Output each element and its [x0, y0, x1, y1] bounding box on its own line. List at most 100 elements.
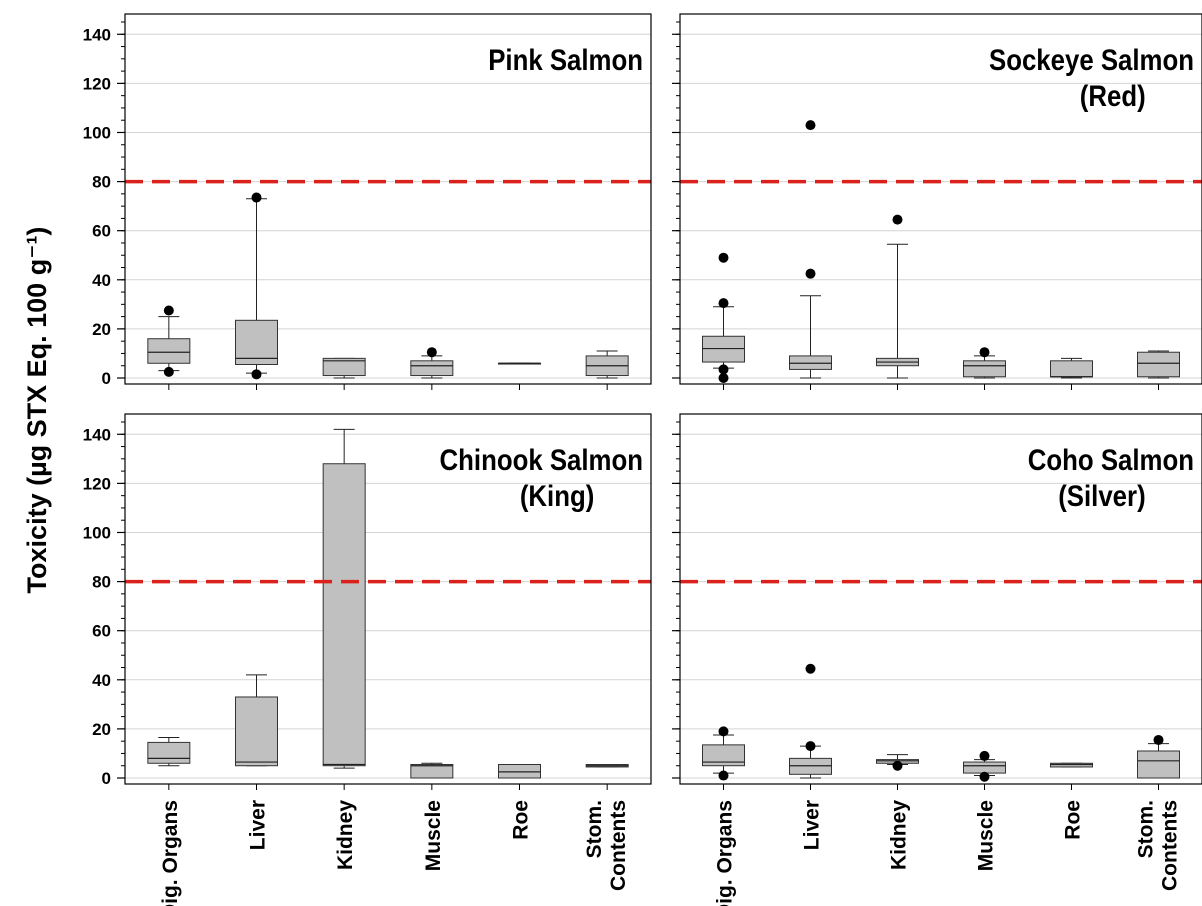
panel-frame	[679, 13, 1202, 385]
box-stom-contents	[1137, 734, 1180, 779]
y-tick-label: 80	[92, 173, 111, 192]
x-category-label: Liver	[247, 800, 270, 850]
outlier-point	[426, 347, 437, 358]
outlier-point	[892, 760, 903, 771]
box-roe	[1050, 762, 1093, 768]
box-iqr	[1137, 750, 1180, 779]
box-liver	[789, 663, 832, 779]
y-tick-label: 40	[92, 271, 111, 290]
outlier-point	[718, 770, 729, 781]
box-stom-contents	[1137, 350, 1180, 379]
box-roe	[498, 362, 541, 365]
x-category-label: Stom.Contents	[1135, 800, 1182, 891]
box-roe	[498, 763, 541, 779]
panel-title: Coho Salmon (Silver)	[1028, 443, 1194, 512]
box-dig-organs	[147, 305, 191, 377]
y-tick-label: 0	[102, 769, 111, 788]
panel-2: Sockeye Salmon (Red)	[672, 13, 1202, 390]
box-roe	[1050, 357, 1093, 379]
outlier-point	[979, 347, 990, 358]
box-iqr	[147, 338, 191, 364]
outlier-point	[1153, 734, 1164, 745]
y-tick-label: 120	[83, 474, 111, 493]
box-dig-organs	[147, 736, 191, 767]
chart-panels: 0 20 40 60 80 100 120 140 Pink Salmon Sockeye Sal…	[83, 13, 1202, 906]
y-tick-label: 20	[92, 720, 111, 739]
outlier-point	[718, 373, 729, 383]
x-category-label: Liver	[801, 800, 824, 850]
box-iqr	[235, 696, 278, 767]
y-tick-label: 140	[83, 25, 111, 44]
box-muscle	[963, 750, 1006, 782]
outlier-point	[805, 663, 816, 674]
box-iqr	[963, 360, 1006, 378]
box-dig-organs	[702, 726, 745, 781]
box-iqr	[963, 761, 1006, 774]
y-axis-title: Toxicity (µg STX Eq. 100 g⁻¹)	[22, 227, 52, 594]
x-category-label: Dig. Organs	[714, 800, 737, 906]
x-category-label: Kidney	[888, 800, 911, 870]
x-category-label: Roe	[1062, 800, 1085, 840]
outlier-point	[805, 741, 816, 752]
panel-frame	[679, 413, 1202, 785]
box-iqr	[1050, 762, 1093, 768]
box-stom-contents	[585, 350, 629, 379]
x-category-label: Dig. Organs	[159, 800, 182, 906]
y-tick-label: 80	[92, 573, 111, 592]
y-tick-label: 140	[83, 425, 111, 444]
panel-title: Chinook Salmon (King)	[440, 443, 643, 512]
outlier-point	[805, 120, 816, 131]
box-kidney	[322, 428, 366, 769]
y-tick-label: 20	[92, 320, 111, 339]
box-iqr	[410, 360, 454, 377]
x-category-label: Kidney	[334, 800, 357, 870]
y-tick-label: 120	[83, 74, 111, 93]
outlier-point	[718, 364, 729, 375]
y-tick-label: 60	[92, 622, 111, 641]
box-liver	[235, 192, 278, 380]
y-tick-label: 40	[92, 671, 111, 690]
outlier-point	[805, 268, 816, 279]
panel-1: 0 20 40 60 80 100 120 140 Pink Salmon	[83, 13, 652, 390]
panel-title: Sockeye Salmon (Red)	[989, 43, 1194, 112]
box-muscle	[410, 762, 454, 779]
outlier-point	[718, 726, 729, 737]
outlier-point	[163, 366, 174, 377]
box-iqr	[147, 741, 191, 764]
x-category-label: Stom.Contents	[583, 800, 630, 891]
panel-frame	[124, 413, 652, 785]
box-liver	[789, 120, 832, 379]
x-category-label: Muscle	[975, 800, 998, 871]
box-kidney	[876, 214, 919, 379]
outlier-point	[718, 252, 729, 263]
box-iqr	[702, 744, 745, 767]
panel-4: Coho Salmon (Silver) Dig. Organs Liver Kidne…	[672, 413, 1202, 906]
box-iqr	[322, 463, 366, 767]
panel-title: Pink Salmon	[488, 43, 643, 76]
outlier-point	[979, 771, 990, 782]
box-iqr	[235, 319, 278, 365]
y-tick-label: 100	[83, 523, 111, 542]
box-iqr	[789, 757, 832, 775]
y-tick-label: 60	[92, 222, 111, 241]
box-muscle	[963, 347, 1006, 379]
box-iqr	[789, 355, 832, 370]
panel-frame	[124, 13, 652, 385]
outlier-point	[979, 750, 990, 761]
box-iqr	[498, 763, 541, 779]
y-tick-label: 100	[83, 123, 111, 142]
x-category-label: Roe	[510, 800, 533, 840]
outlier-point	[718, 298, 729, 309]
box-kidney	[876, 754, 919, 771]
box-muscle	[410, 347, 454, 379]
box-iqr	[702, 335, 745, 363]
box-liver	[235, 674, 278, 767]
panel-3: 0 20 40 60 80 100 120 140 Chinook Salmon (King) Di…	[83, 413, 652, 906]
outlier-point	[892, 214, 903, 225]
box-stom-contents	[585, 763, 629, 768]
box-iqr	[1050, 360, 1093, 378]
y-tick-label: 0	[102, 369, 111, 388]
x-category-label: Muscle	[422, 800, 445, 871]
outlier-point	[163, 305, 174, 316]
